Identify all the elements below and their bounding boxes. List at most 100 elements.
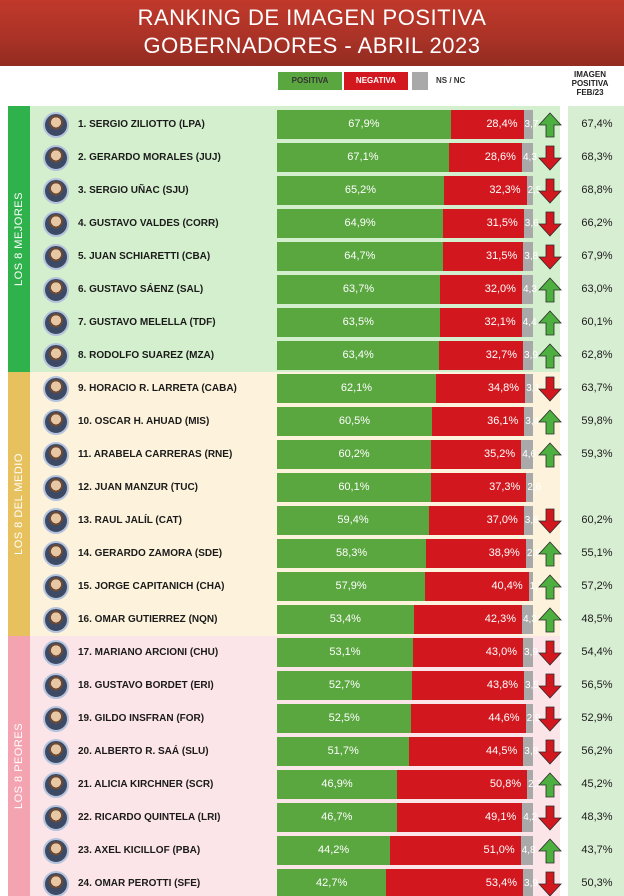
ranking-row: 23. AXEL KICILLOF (PBA) 44,2% 51,0% 4,8 43,7…	[0, 834, 624, 867]
bar-negativa: 32,3%	[443, 176, 527, 205]
legend-negativa-label: NEGATIVA	[355, 76, 397, 85]
prev-value: 56,2%	[581, 745, 613, 757]
bar-positiva: 63,5%	[277, 308, 440, 337]
bar-nsnc: 3,6	[523, 209, 539, 238]
arrow-down-icon	[538, 145, 562, 171]
prev-value: 48,3%	[581, 811, 613, 823]
bar-positiva-label: 57,9%	[335, 580, 367, 592]
bar-nsnc-label: 2,3	[528, 779, 543, 790]
bar-nsnc-label: 3,9	[524, 647, 538, 658]
arrow-up-icon	[538, 838, 562, 864]
bar-positiva: 46,7%	[277, 803, 397, 832]
bar-positiva: 60,2%	[277, 440, 432, 469]
bar-positiva: 57,9%	[277, 572, 426, 601]
category-label: 7. GUSTAVO MELELLA (TDF)	[78, 317, 216, 328]
bar-negativa: 28,4%	[450, 110, 524, 139]
bar-positiva-label: 63,5%	[342, 316, 374, 328]
bar-positiva: 51,7%	[277, 737, 410, 766]
avatar	[43, 805, 69, 831]
bar-positiva: 52,7%	[277, 671, 412, 700]
bar-positiva-label: 67,1%	[347, 151, 379, 163]
category-label: 13. RAUL JALÍL (CAT)	[78, 515, 182, 526]
ranking-row: 3. SERGIO UÑAC (SJU) 65,2% 32,3% 2,5 68,8%	[0, 174, 624, 207]
bar-negativa-label: 49,1%	[485, 811, 517, 823]
bar-nsnc: 4,3	[521, 275, 537, 304]
bar-nsnc: 4,8	[520, 836, 536, 865]
ranking-row: 15. JORGE CAPITANICH (CHA) 57,9% 40,4% 1,7 5…	[0, 570, 624, 603]
legend-nsnc-label: NS / NC	[436, 76, 466, 85]
bar-nsnc-label: 1,7	[529, 581, 544, 592]
prev-column-header: IMAGEN POSITIVA FEB/23	[560, 70, 620, 97]
bar-nsnc: 2,6	[526, 473, 541, 502]
bar-positiva-label: 65,2%	[344, 184, 377, 196]
ranking-row: 1. SERGIO ZILIOTTO (LPA) 67,9% 28,4% 3,7 67,…	[0, 108, 624, 141]
bar-negativa: 40,4%	[425, 572, 529, 601]
arrow-down-icon	[538, 508, 562, 534]
category-label: 8. RODOLFO SUAREZ (MZA)	[78, 350, 215, 361]
ranking-row: 8. RODOLFO SUAREZ (MZA) 63,4% 32,7% 3,9 62,8…	[0, 339, 624, 372]
prev-value: 68,3%	[581, 151, 613, 163]
bar-positiva: 64,7%	[277, 242, 443, 271]
avatar	[43, 541, 69, 567]
avatar	[43, 508, 69, 534]
bar-positiva-label: 59,4%	[337, 514, 369, 526]
category-label: 4. GUSTAVO VALDES (CORR)	[78, 218, 219, 229]
title-line-1: RANKING DE IMAGEN POSITIVA	[137, 5, 487, 30]
prev-value: 45,2%	[581, 778, 613, 790]
prev-value: 60,1%	[581, 316, 613, 328]
bar-nsnc: 2,3	[527, 770, 542, 799]
bar-negativa: 37,0%	[429, 506, 524, 535]
bar-nsnc-label: 3,6	[524, 218, 539, 229]
arrow-down-icon	[538, 871, 562, 896]
bar-positiva-label: 53,1%	[329, 646, 361, 658]
avatar	[43, 739, 69, 765]
prev-value: 62,8%	[581, 349, 613, 361]
bar-positiva-label: 58,3%	[336, 547, 368, 559]
avatar	[43, 244, 69, 270]
bar-positiva: 46,9%	[277, 770, 398, 799]
bar-positiva-label: 67,9%	[348, 118, 380, 130]
avatar	[43, 112, 69, 138]
bar-positiva-label: 42,7%	[316, 877, 348, 889]
avatar	[43, 178, 69, 204]
bar-negativa-label: 43,8%	[486, 679, 519, 691]
title-banner: RANKING DE IMAGEN POSITIVA GOBERNADORES …	[0, 0, 624, 66]
bar-positiva: 63,4%	[277, 341, 440, 370]
bar-nsnc: 3,5	[524, 671, 539, 700]
ranking-row: 13. RAUL JALÍL (CAT) 59,4% 37,0% 3,6 60,2%	[0, 504, 624, 537]
arrow-up-icon	[538, 574, 562, 600]
bar-negativa-label: 37,0%	[486, 514, 518, 526]
legend-positiva-swatch	[278, 72, 342, 90]
category-label: 3. SERGIO UÑAC (SJU)	[78, 185, 189, 196]
ranking-row: 6. GUSTAVO SÁENZ (SAL) 63,7% 32,0% 4,3 63,0%	[0, 273, 624, 306]
bar-negativa: 31,5%	[442, 242, 524, 271]
bar-nsnc: 3,8	[523, 737, 538, 766]
avatar	[43, 376, 69, 402]
prev-value: 55,1%	[581, 547, 613, 559]
legend-positiva-label: POSITIVA	[291, 76, 329, 85]
bar-negativa: 44,6%	[411, 704, 526, 733]
category-label: 2. GERARDO MORALES (JUJ)	[78, 152, 221, 163]
bar-negativa-label: 31,5%	[486, 217, 518, 229]
bar-negativa: 34,8%	[435, 374, 526, 403]
avatar	[43, 475, 69, 501]
prev-value: 67,4%	[581, 118, 613, 130]
arrow-up-icon	[538, 112, 562, 138]
prev-value: 59,8%	[581, 415, 613, 427]
bar-positiva: 62,1%	[277, 374, 436, 403]
bar-positiva-label: 64,9%	[344, 217, 376, 229]
prev-value: 54,4%	[581, 646, 613, 658]
bar-positiva-label: 46,7%	[321, 811, 353, 823]
bar-negativa: 37,3%	[430, 473, 527, 502]
prev-value: 56,5%	[581, 679, 613, 691]
bar-positiva-label: 64,7%	[344, 250, 376, 262]
avatar	[43, 871, 69, 896]
prev-value	[570, 471, 624, 504]
legend-negativa-swatch	[344, 72, 408, 90]
bar-positiva: 67,9%	[277, 110, 451, 139]
ranking-row: 14. GERARDO ZAMORA (SDE) 58,3% 38,9% 2,8 55,…	[0, 537, 624, 570]
bar-negativa-label: 53,4%	[485, 877, 517, 889]
group-band	[8, 106, 30, 372]
bar-positiva: 53,4%	[277, 605, 414, 634]
prev-value: 50,3%	[581, 877, 613, 889]
